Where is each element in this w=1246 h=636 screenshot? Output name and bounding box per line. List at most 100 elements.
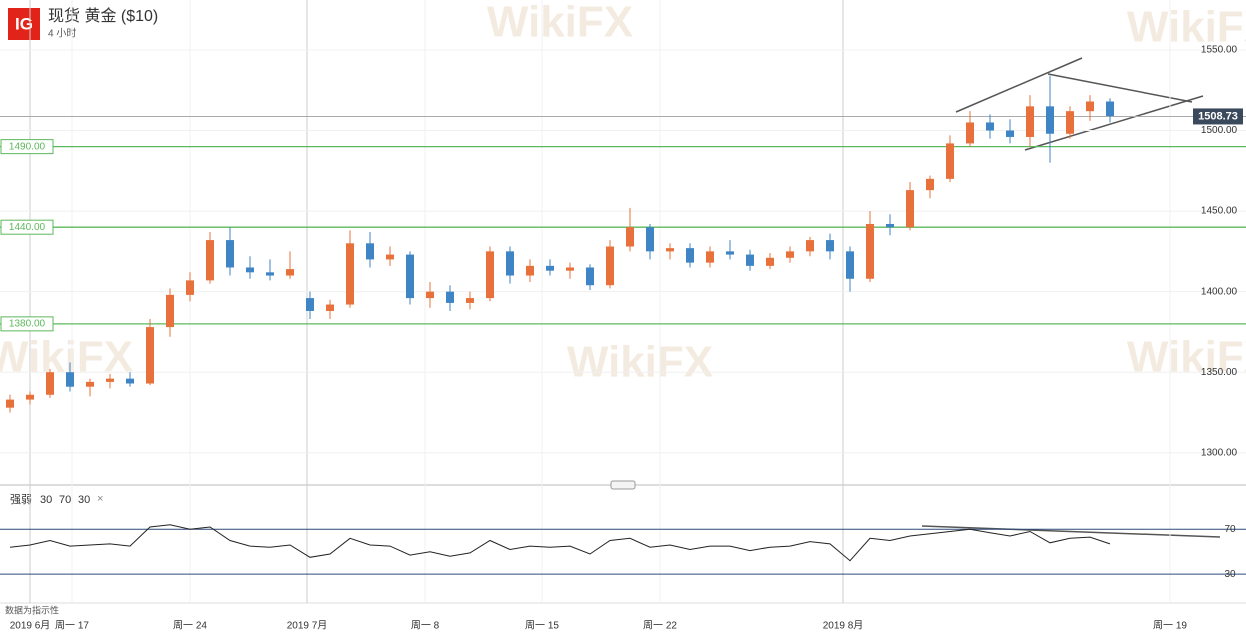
candle-body xyxy=(306,298,314,311)
candle-body xyxy=(666,248,674,252)
logo-box xyxy=(8,8,40,40)
level-label: 1380.00 xyxy=(9,319,46,330)
candle-body xyxy=(866,223,874,279)
rsi-tick-label: 30 xyxy=(1224,569,1236,580)
candle-body xyxy=(1006,130,1014,137)
candle-body xyxy=(846,251,854,279)
y-tick-label: 1500.00 xyxy=(1201,125,1238,136)
candle-body xyxy=(226,240,234,268)
candle-body xyxy=(546,265,554,271)
y-tick-label: 1550.00 xyxy=(1201,45,1238,56)
candle-body xyxy=(246,267,254,273)
footer-note: 数据为指示性 xyxy=(5,604,59,615)
candle-body xyxy=(646,227,654,252)
candle-body xyxy=(706,251,714,263)
candle-body xyxy=(1106,101,1114,117)
candle-body xyxy=(1086,101,1094,112)
watermark: WikiFX xyxy=(487,0,633,47)
candle-body xyxy=(346,243,354,305)
trend-line xyxy=(1024,95,1204,151)
candle-body xyxy=(266,272,274,276)
rsi-param: 30 xyxy=(78,494,90,506)
candle-body xyxy=(326,304,334,311)
candle-body xyxy=(586,267,594,286)
trend-line xyxy=(955,57,1083,113)
candle-body xyxy=(766,257,774,266)
candle-body xyxy=(566,267,574,271)
candle-body xyxy=(26,394,34,400)
x-tick-label: 2019 6月 xyxy=(10,620,51,632)
candle-body xyxy=(826,240,834,252)
candle-body xyxy=(386,254,394,260)
candle-body xyxy=(526,265,534,276)
chart-title: 现货 黄金 ($10) xyxy=(48,7,158,25)
candle-body xyxy=(186,280,194,295)
candle-body xyxy=(906,190,914,228)
candle-body xyxy=(366,243,374,260)
candle-body xyxy=(786,251,794,258)
trend-line xyxy=(1047,73,1193,103)
watermarks: WikiFXWikiFXWikiFXWikiFXWikiFX xyxy=(0,0,1246,387)
candle-body xyxy=(166,294,174,328)
x-tick-label: 周一 15 xyxy=(525,620,559,632)
candle-body xyxy=(926,178,934,191)
rsi-line xyxy=(9,524,1111,562)
candle-body xyxy=(426,291,434,299)
candle-body xyxy=(966,122,974,144)
watermark: WikiFX xyxy=(1127,3,1246,52)
level-label-box xyxy=(0,139,54,155)
x-tick-label: 周一 24 xyxy=(173,620,207,632)
rsi-param: 30 xyxy=(40,494,52,506)
rsi-trend-line xyxy=(921,525,1221,538)
level-label: 1490.00 xyxy=(9,141,46,152)
rsi-param: 70 xyxy=(59,494,71,506)
candle-body xyxy=(126,378,134,384)
close-indicator[interactable]: × xyxy=(97,493,103,505)
rsi-tick-label: 70 xyxy=(1224,524,1236,535)
candle-body xyxy=(286,269,294,276)
candle-body xyxy=(1046,106,1054,134)
candle-body xyxy=(946,143,954,179)
candle-body xyxy=(466,298,474,303)
candle-body xyxy=(486,251,494,299)
level-label-box xyxy=(0,219,54,235)
candle-body xyxy=(746,254,754,266)
x-tick-label: 周一 17 xyxy=(55,620,89,632)
candle-body xyxy=(146,327,154,384)
candle-body xyxy=(6,399,14,408)
x-tick-label: 2019 8月 xyxy=(823,620,864,632)
y-tick-label: 1400.00 xyxy=(1201,286,1238,297)
level-label: 1440.00 xyxy=(9,222,46,233)
candle-body xyxy=(446,291,454,303)
x-tick-label: 周一 22 xyxy=(643,620,677,632)
x-tick-label: 周一 8 xyxy=(411,620,440,632)
candle-body xyxy=(606,246,614,286)
rsi-title: 强弱 xyxy=(10,493,32,506)
x-tick-label: 2019 7月 xyxy=(287,620,328,632)
last-price-label: 1508.73 xyxy=(1198,110,1238,122)
candle-body xyxy=(726,251,734,255)
resize-handle[interactable] xyxy=(610,480,636,490)
last-price-box xyxy=(1193,108,1243,125)
y-tick-label: 1450.00 xyxy=(1201,206,1238,217)
y-tick-label: 1300.00 xyxy=(1201,447,1238,458)
level-label-box xyxy=(0,316,54,332)
candle-body xyxy=(806,240,814,252)
candle-body xyxy=(506,251,514,276)
y-tick-label: 1350.00 xyxy=(1201,367,1238,378)
logo: IG xyxy=(15,14,33,33)
candle-body xyxy=(626,227,634,247)
candle-body xyxy=(106,378,114,382)
candle-body xyxy=(986,122,994,131)
interval: 4 小时 xyxy=(48,28,76,40)
candle-body xyxy=(1026,106,1034,137)
watermark: WikiFX xyxy=(567,338,713,387)
candle-body xyxy=(206,240,214,281)
x-tick-label: 周一 19 xyxy=(1153,620,1187,632)
candle-body xyxy=(46,372,54,395)
candle-body xyxy=(86,381,94,387)
candle-body xyxy=(1066,111,1074,134)
watermark: WikiFX xyxy=(1127,333,1246,382)
candle-body xyxy=(886,223,894,228)
